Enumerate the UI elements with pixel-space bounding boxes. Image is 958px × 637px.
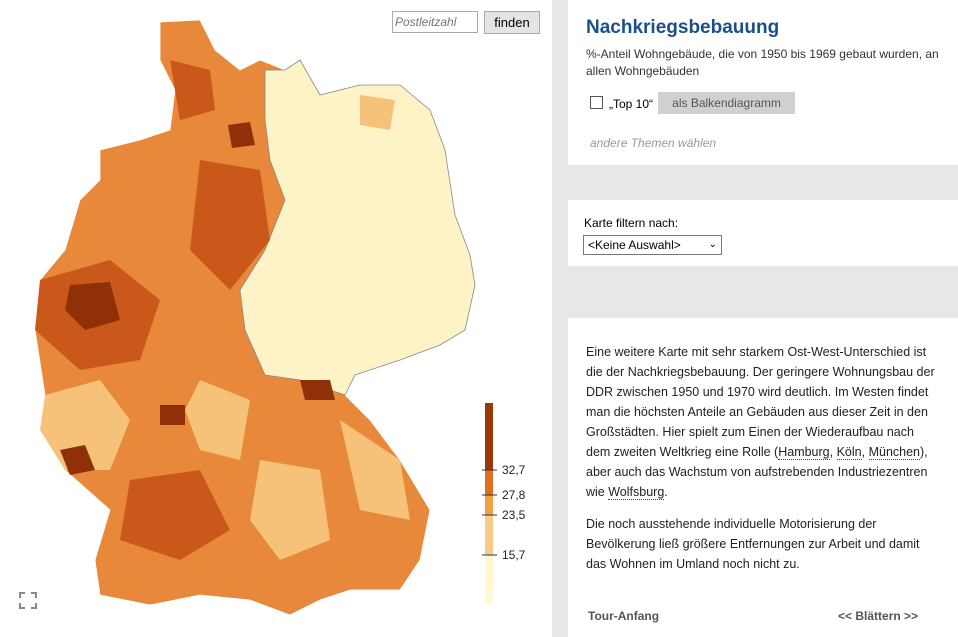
legend-label: 32,7 [502,463,526,477]
bar-chart-button[interactable]: als Balkendiagramm [658,92,795,114]
expand-icon[interactable] [19,592,37,609]
topic-box: Nachkriegsbebauung %-Anteil Wohngebäude,… [568,0,958,165]
legend-label: 15,7 [502,548,526,562]
light-regions [40,95,410,560]
text-run: Die noch ausstehende individuelle Motori… [586,517,920,571]
paragraph: Die noch ausstehende individuelle Motori… [586,514,936,574]
paragraph: Eine weitere Karte mit sehr starkem Ost-… [586,342,936,502]
filter-box: Karte filtern nach: <Keine Auswahl> ⌄ [568,200,958,266]
city-link[interactable]: Köln [836,445,862,460]
panel-subtitle: %-Anteil Wohngebäude, die von 1950 bis 1… [586,47,939,78]
map: 32,7 27,8 23,5 15,7 [19,19,526,616]
checkbox[interactable] [590,96,603,109]
text-run: , [861,445,869,459]
panel-title: Nachkriegsbebauung [586,17,780,38]
browse-link[interactable]: << Blättern >> [838,609,919,623]
legend-label: 27,8 [502,488,526,502]
checkbox-label[interactable]: „Top 10“ [609,97,654,111]
filter-select[interactable]: <Keine Auswahl> ⌄ [583,235,722,255]
text-box: Eine weitere Karte mit sehr starkem Ost-… [568,318,958,637]
city-link[interactable]: Hamburg [778,445,830,460]
text: Eine weitere Karte mit sehr starkem Ost-… [586,342,936,586]
filter-label: Karte filtern nach: [584,216,679,230]
other-topics-link[interactable]: andere Themen wählen [590,136,717,150]
find-button[interactable]: finden [484,11,540,34]
text-run: Eine weitere Karte mit sehr starkem Ost-… [586,345,935,459]
dark-regions [60,122,335,475]
city-link[interactable]: Wolfsburg [608,485,665,500]
city-link[interactable]: München [868,445,921,460]
germany-east[interactable] [239,59,476,396]
side-panel: Nachkriegsbebauung %-Anteil Wohngebäude,… [552,0,958,637]
text-run: , [829,445,837,459]
text-run: ), aber auch das Wachstum von aufstreben… [586,445,928,499]
map-area: finden 32,7 27,8 [19,11,540,616]
legend-label: 23,5 [502,508,526,522]
tour-start-link[interactable]: Tour-Anfang [588,609,660,623]
text-run: . [664,485,668,499]
legend: 32,7 27,8 23,5 15,7 [482,403,526,603]
filter-option: <Keine Auswahl> [588,238,681,252]
postcode-input[interactable] [392,11,478,33]
